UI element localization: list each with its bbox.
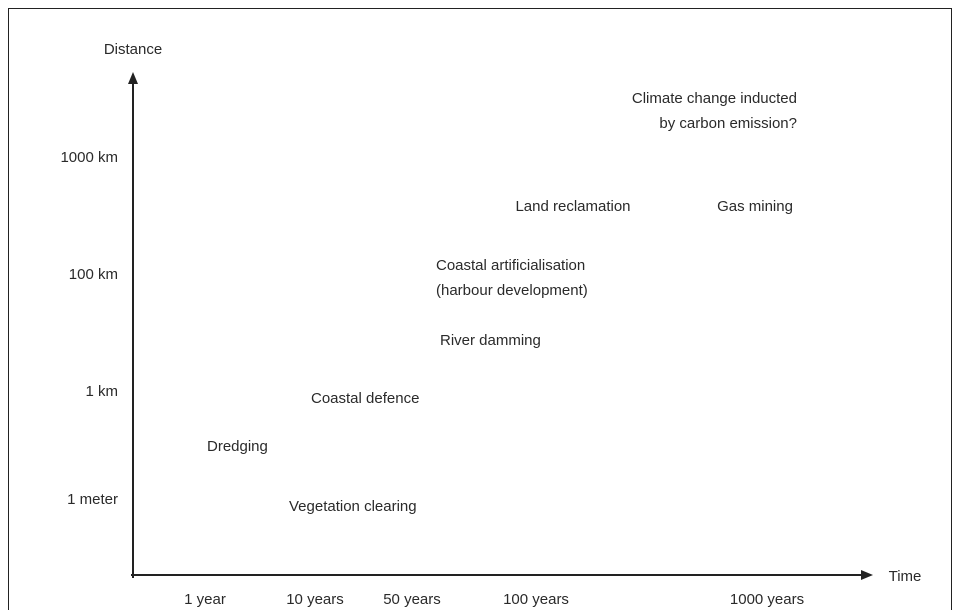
- item-label: (harbour development): [436, 282, 588, 299]
- x-tick-label: 1 year: [184, 591, 226, 608]
- item-label: Vegetation clearing: [289, 498, 417, 515]
- y-tick-label: 1000 km: [60, 149, 118, 166]
- item-label: Land reclamation: [515, 198, 630, 215]
- item-label: Coastal artificialisation: [436, 257, 585, 274]
- item-label: Climate change inducted: [632, 90, 797, 107]
- y-tick-label: 1 meter: [67, 491, 118, 508]
- x-arrow: [861, 570, 873, 580]
- x-tick-label: 100 years: [503, 591, 569, 608]
- frame: [8, 8, 952, 610]
- item-label: by carbon emission?: [659, 115, 797, 132]
- x-tick-label: 1000 years: [730, 591, 804, 608]
- y-tick-label: 1 km: [85, 383, 118, 400]
- y-arrow: [128, 72, 138, 84]
- x-tick-label: 50 years: [383, 591, 441, 608]
- x-axis-label: Time: [889, 568, 922, 585]
- x-tick-label: 10 years: [286, 591, 344, 608]
- item-label: Coastal defence: [311, 390, 419, 407]
- y-axis-label: Distance: [104, 41, 162, 58]
- y-tick-label: 100 km: [69, 266, 118, 283]
- item-label: Dredging: [207, 438, 268, 455]
- item-label: River damming: [440, 332, 541, 349]
- item-label: Gas mining: [717, 198, 793, 215]
